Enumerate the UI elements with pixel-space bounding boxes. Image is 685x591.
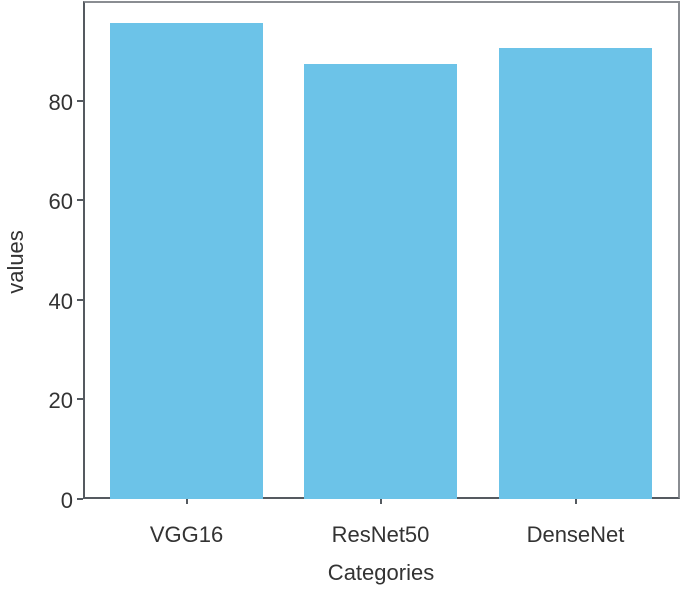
bar-densenet bbox=[499, 48, 652, 499]
bar-vgg16 bbox=[110, 23, 263, 499]
x-tick-label: ResNet50 bbox=[331, 522, 430, 547]
x-tick-mark bbox=[185, 499, 188, 504]
x-tick-mark bbox=[379, 499, 382, 504]
y-tick-mark bbox=[77, 298, 83, 301]
y-tick-mark bbox=[77, 498, 83, 500]
y-tick-mark bbox=[77, 398, 83, 401]
x-tick-mark bbox=[574, 499, 577, 504]
bar-resnet50 bbox=[304, 64, 457, 499]
y-tick-mark bbox=[77, 99, 83, 102]
y-tick-label: 80 bbox=[48, 89, 73, 115]
y-tick-label: 60 bbox=[48, 189, 73, 215]
y-tick-mark bbox=[77, 199, 83, 202]
y-tick-label: 20 bbox=[48, 388, 73, 414]
y-tick-label: 0 bbox=[60, 488, 73, 513]
x-tick-label: DenseNet bbox=[526, 522, 625, 547]
x-tick-label: VGG16 bbox=[149, 522, 224, 547]
y-axis-label: values bbox=[3, 230, 28, 294]
x-axis-label: Categories bbox=[327, 560, 435, 585]
y-tick-label: 40 bbox=[48, 288, 73, 314]
